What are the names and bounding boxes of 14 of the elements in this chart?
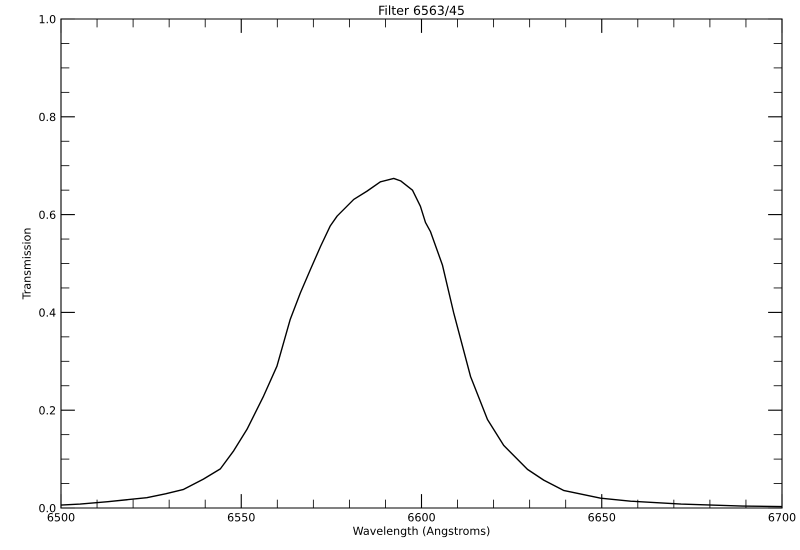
y-tick-label: 0.0 (39, 504, 56, 512)
chart-title: Filter 6563/45 (379, 5, 464, 16)
x-tick-label: 6600 (408, 513, 435, 522)
x-tick-label: 6500 (48, 513, 74, 522)
y-tick-label: 0.2 (39, 406, 56, 415)
y-tick-label: 0.6 (39, 210, 56, 219)
y-tick-label: 1.0 (40, 14, 56, 24)
y-tick-label: 0.4 (39, 308, 56, 317)
x-axis-title: Wavelength (Angstroms) (353, 526, 490, 538)
x-tick-label: 6550 (228, 513, 255, 522)
y-tick-label: 0.8 (39, 112, 56, 122)
y-axis-title: Transmission (22, 228, 31, 300)
x-tick-label: 6700 (768, 513, 796, 522)
x-tick-label: 6650 (588, 513, 616, 522)
